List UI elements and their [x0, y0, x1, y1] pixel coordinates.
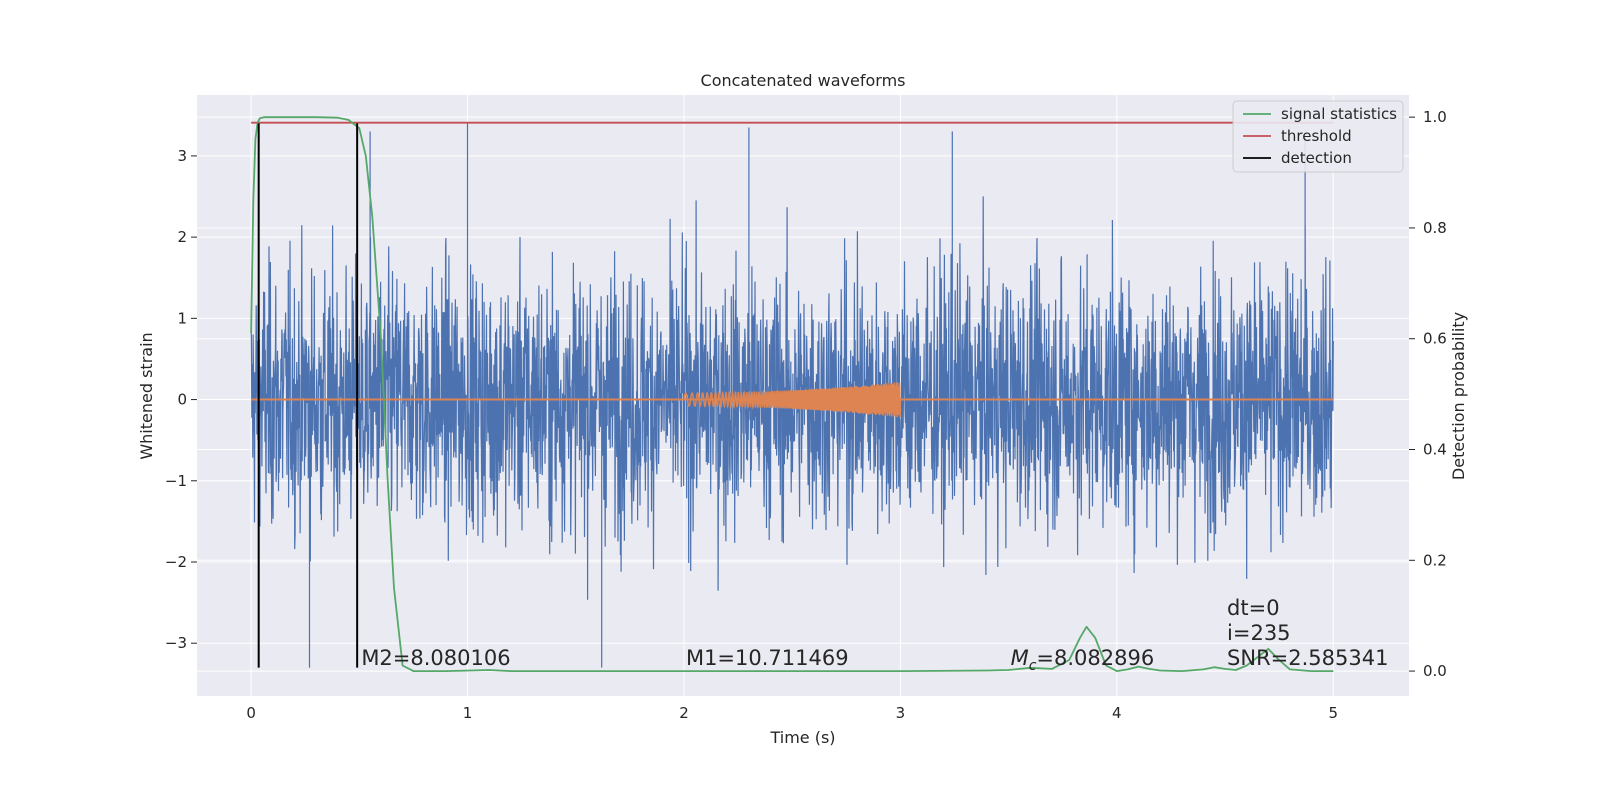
- y2-tick-label: 1.0: [1423, 108, 1447, 126]
- y2-tick-label: 0.8: [1423, 219, 1447, 237]
- x-tick-label: 5: [1328, 704, 1338, 722]
- tick-labels: 0 1 2 3 4 5 −3 −2 −1 0 1 2 3 0.0 0.2 0.4 0.6 0.8 1.0: [165, 108, 1447, 722]
- y-tick-label: 0: [177, 391, 187, 409]
- annotation-text: M1=10.711469: [686, 646, 849, 670]
- signal-statistics-line: [250, 116, 1334, 672]
- y-tick-label: −3: [165, 634, 187, 652]
- x-tick-label: 4: [1112, 704, 1122, 722]
- legend-label-signal-statistics: signal statistics: [1281, 105, 1397, 123]
- legend-label-detection: detection: [1281, 149, 1352, 167]
- y-tick-label: −2: [165, 553, 187, 571]
- series-layer: [250, 116, 1334, 672]
- annotation-text: Mc=8.082896: [1011, 646, 1155, 674]
- legend-label-threshold: threshold: [1281, 127, 1352, 145]
- y-tick-label: 2: [177, 228, 187, 246]
- chart-title: Concatenated waveforms: [701, 71, 906, 90]
- y-axis-label: Whitened strain: [137, 332, 156, 459]
- x-tick-label: 1: [463, 704, 473, 722]
- annotations: M2=8.080106 M1=10.711469 Mc=8.082896 dt=0i=…: [361, 596, 1388, 674]
- annotation-text: SNR=2.585341: [1227, 646, 1388, 670]
- template-chirp: [683, 382, 902, 418]
- annotation-text: M2=8.080106: [361, 646, 510, 670]
- y2-axis-label: Detection probability: [1449, 312, 1468, 480]
- legend: signal statistics threshold detection: [1232, 100, 1404, 173]
- strain-noise-line: [250, 123, 1334, 668]
- y-tick-label: −1: [165, 472, 187, 490]
- y2-tick-label: 0.2: [1423, 551, 1447, 569]
- x-axis-label: Time (s): [769, 728, 835, 747]
- x-tick-label: 3: [896, 704, 906, 722]
- y-tick-label: 1: [177, 309, 187, 327]
- y2-tick-label: 0.0: [1423, 662, 1447, 680]
- x-tick-label: 0: [246, 704, 256, 722]
- y2-tick-label: 0.4: [1423, 441, 1447, 459]
- x-tick-label: 2: [679, 704, 689, 722]
- y-tick-label: 3: [177, 147, 187, 165]
- annotation-text: dt=0: [1227, 596, 1280, 620]
- annotation-text: i=235: [1227, 621, 1291, 645]
- legend-box: [1232, 100, 1404, 173]
- y2-tick-label: 0.6: [1423, 330, 1447, 348]
